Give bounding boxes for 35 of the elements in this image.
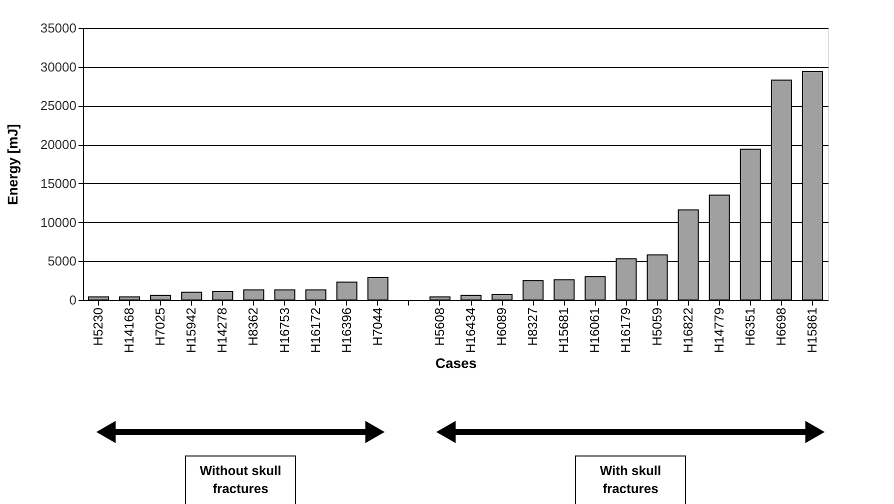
x-tick-label: H14168 xyxy=(122,308,137,354)
x-tick-label: H6351 xyxy=(742,308,758,346)
x-tick-label: H16753 xyxy=(276,308,292,354)
x-tick-label: H14278 xyxy=(214,308,230,354)
x-tick-label: H16061 xyxy=(587,308,602,354)
x-tick-label: H8362 xyxy=(246,308,261,346)
y-tick-label: 0 xyxy=(69,292,76,308)
x-tick-label: H8327 xyxy=(525,308,540,346)
y-tick-label: 15000 xyxy=(40,176,76,191)
x-tick-label: H15861 xyxy=(804,308,820,354)
x-tick-label: H5059 xyxy=(649,308,664,346)
y-tick-label: 35000 xyxy=(40,20,76,36)
x-tick-label: H16434 xyxy=(463,308,478,354)
x-tick-label: H16172 xyxy=(308,308,323,354)
x-tick-label: H16822 xyxy=(680,308,696,354)
x-tick-label: H15681 xyxy=(556,308,572,354)
y-axis-title: Energy [mJ] xyxy=(4,124,20,205)
x-tick-label: H7025 xyxy=(152,308,168,346)
y-tick-label: 10000 xyxy=(40,214,76,230)
y-tick-label: 5000 xyxy=(48,254,76,269)
y-tick-label: 20000 xyxy=(40,137,76,152)
x-tick-label: H6698 xyxy=(773,308,788,346)
x-tick-label: H5608 xyxy=(432,308,447,346)
y-tick-label: 25000 xyxy=(40,98,76,114)
x-tick-label: H14779 xyxy=(711,308,726,354)
y-tick-label: 30000 xyxy=(40,59,76,74)
x-axis-title: Cases xyxy=(435,355,477,372)
x-tick-label: H6089 xyxy=(494,308,510,346)
x-tick-label: H15942 xyxy=(184,308,199,354)
text: Without skull fractures xyxy=(200,463,282,496)
x-tick-label: H16179 xyxy=(618,308,634,354)
x-tick-label: H16396 xyxy=(338,308,354,354)
x-tick-label: H7044 xyxy=(370,308,385,346)
x-tick-label: H5230 xyxy=(90,308,106,346)
text: With skull fractures xyxy=(600,463,662,496)
